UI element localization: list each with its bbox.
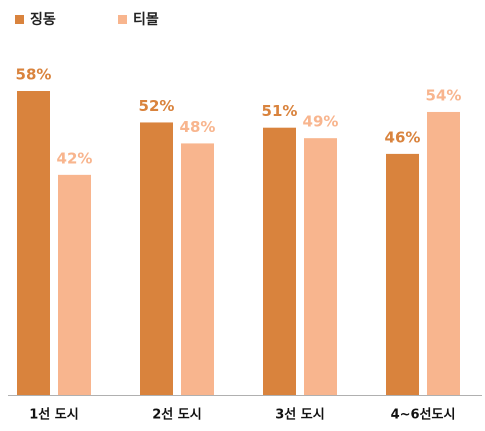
bar — [263, 127, 296, 396]
legend-label: 징동 — [30, 11, 56, 28]
value-label: 51% — [262, 102, 298, 120]
value-label: 58% — [16, 66, 52, 84]
bar — [181, 143, 214, 395]
bar — [427, 111, 460, 395]
legend-swatch — [118, 15, 127, 24]
bar — [140, 122, 173, 395]
x-tick-label: 4~6선도시 — [391, 407, 456, 423]
bar — [386, 153, 419, 395]
value-label: 48% — [180, 118, 216, 136]
bar — [17, 91, 50, 395]
bar — [304, 138, 337, 395]
value-label: 46% — [385, 128, 421, 146]
legend-swatch — [15, 15, 24, 24]
x-tick-label: 2선 도시 — [152, 407, 201, 423]
value-label: 52% — [139, 97, 175, 115]
value-label: 54% — [426, 86, 462, 104]
value-label: 42% — [57, 149, 93, 167]
x-tick-label: 3선 도시 — [275, 407, 324, 423]
x-tick-label: 1선 도시 — [29, 407, 78, 423]
value-label: 49% — [303, 113, 339, 131]
legend-label: 티몰 — [133, 12, 159, 28]
bar — [58, 174, 91, 395]
